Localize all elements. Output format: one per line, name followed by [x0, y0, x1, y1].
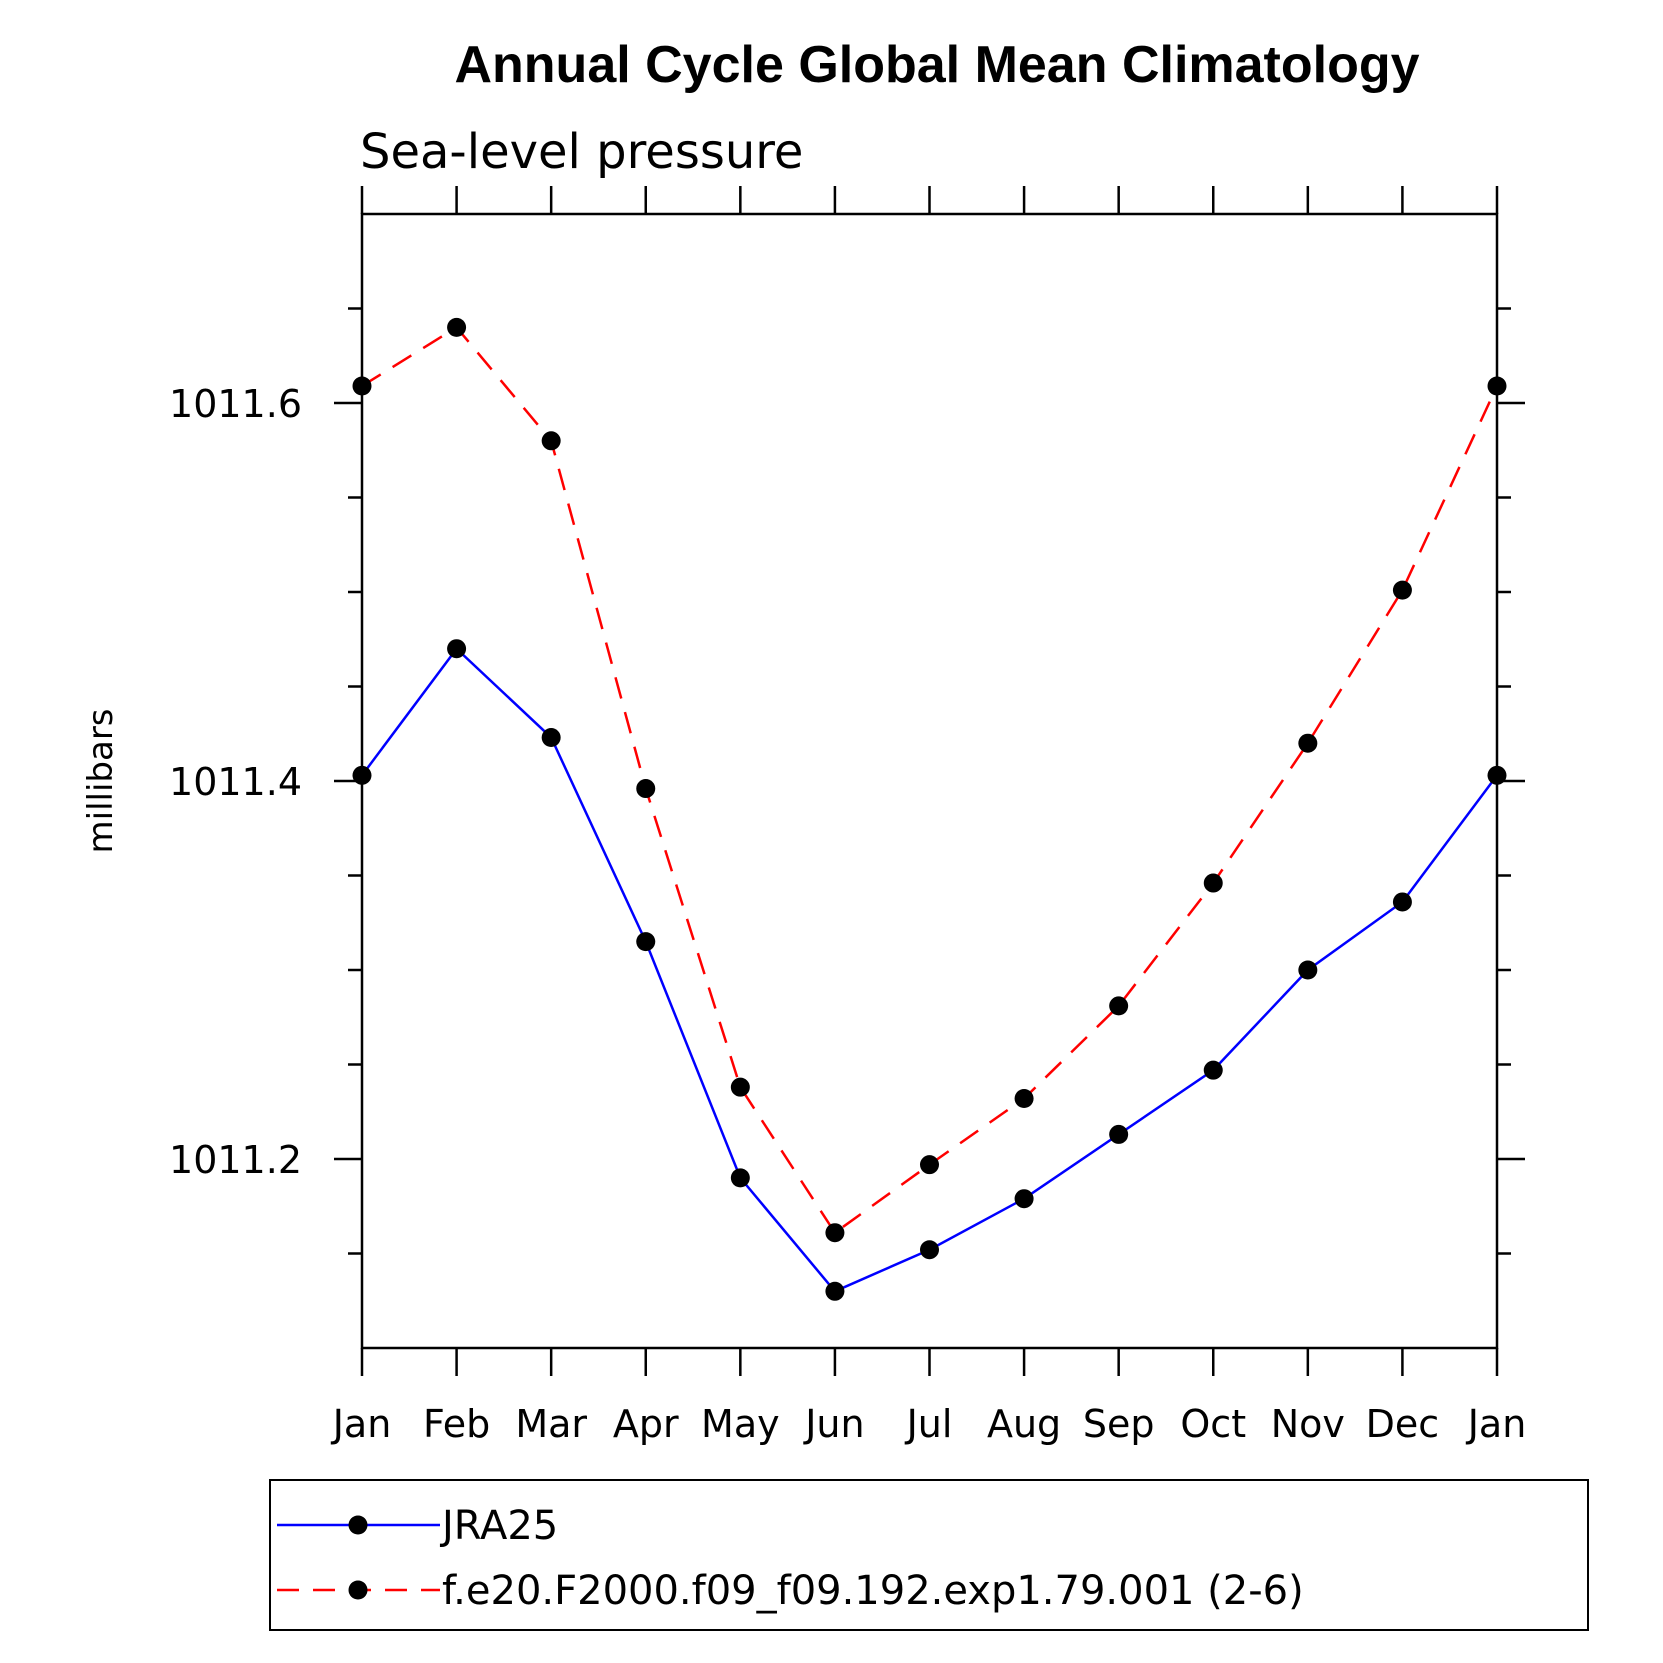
data-point	[1487, 765, 1507, 785]
series-line-1	[361, 325, 1499, 1235]
x-tick-labels: Jan Feb Mar Apr May Jun Jul Aug Sep Oct Nov Dec Jan	[331, 1402, 1527, 1446]
x-tick-label: Jul	[905, 1402, 953, 1446]
y-axis-label: millibars	[81, 708, 121, 853]
legend-label: JRA25	[439, 1503, 558, 1549]
x-tick-label: Oct	[1180, 1402, 1246, 1446]
y-tick-label: 1011.4	[169, 760, 302, 804]
data-point	[1487, 376, 1507, 396]
data-point	[447, 639, 467, 659]
y-tick-labels: 1011.2 1011.4 1011.6	[169, 382, 302, 1182]
x-tick-label: Mar	[515, 1402, 587, 1446]
legend-marker	[348, 1515, 368, 1535]
data-point	[541, 728, 561, 748]
data-point	[1109, 1124, 1129, 1144]
legend-box	[269, 1479, 1589, 1631]
data-point	[352, 376, 372, 396]
data-point	[730, 1168, 750, 1188]
data-point	[352, 765, 372, 785]
x-tick-label: Jan	[1466, 1402, 1527, 1446]
data-point	[920, 1155, 939, 1175]
chart-title: Annual Cycle Global Mean Climatology	[454, 36, 1419, 94]
x-tick-label: Sep	[1083, 1402, 1155, 1446]
x-tick-label: Nov	[1271, 1402, 1345, 1446]
data-point	[1109, 996, 1129, 1016]
data-point	[730, 1077, 750, 1097]
series-lines	[360, 325, 1499, 1293]
x-tick-label: May	[701, 1402, 780, 1446]
x-tick-label: Jun	[803, 1402, 864, 1446]
series-line-0	[360, 646, 1499, 1293]
data-point	[447, 317, 467, 337]
x-tick-label: Dec	[1366, 1402, 1440, 1446]
data-point	[1203, 873, 1223, 893]
data-point	[1392, 892, 1412, 912]
legend-marker	[348, 1580, 368, 1600]
data-point	[1298, 960, 1318, 980]
x-tick-label: Feb	[423, 1402, 490, 1446]
data-point	[1014, 1189, 1034, 1209]
data-point	[1298, 733, 1318, 753]
data-point	[636, 779, 656, 799]
axis-ticks	[334, 186, 1525, 1376]
chart-subtitle: Sea-level pressure	[360, 124, 803, 180]
data-point	[825, 1223, 845, 1243]
data-point	[1014, 1089, 1034, 1109]
legend-label: f.e20.F2000.f09_f09.192.exp1.79.001 (2-6…	[442, 1568, 1304, 1614]
plot-frame	[360, 212, 1499, 1350]
data-point	[1392, 580, 1412, 600]
legend: JRA25 f.e20.F2000.f09_f09.192.exp1.79.001…	[277, 1503, 1304, 1614]
x-tick-label: Jan	[331, 1402, 392, 1446]
data-point	[920, 1240, 939, 1260]
x-tick-label: Aug	[987, 1402, 1061, 1446]
y-tick-label: 1011.6	[169, 382, 302, 426]
data-point	[541, 431, 561, 451]
data-point	[825, 1281, 845, 1301]
series-markers	[352, 317, 1507, 1301]
x-tick-label: Apr	[613, 1402, 679, 1446]
y-tick-label: 1011.2	[169, 1138, 302, 1182]
data-point	[1203, 1060, 1223, 1080]
data-point	[636, 932, 656, 952]
